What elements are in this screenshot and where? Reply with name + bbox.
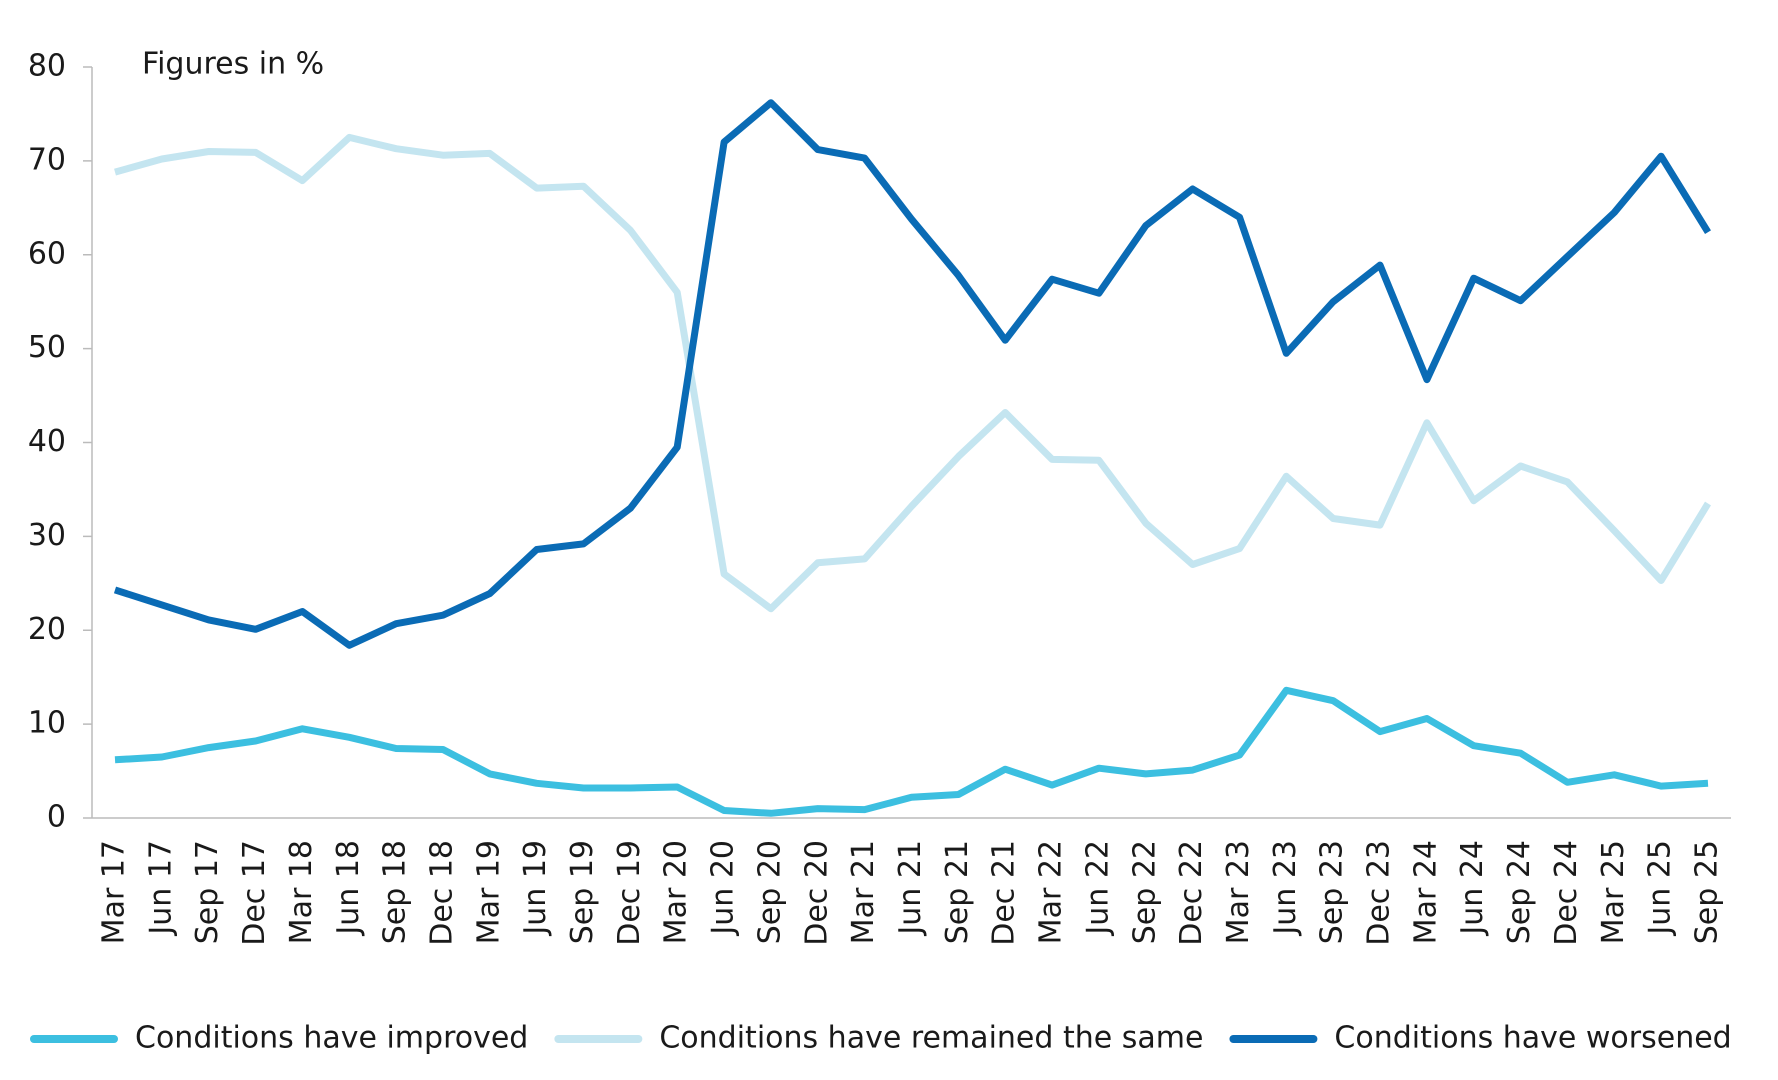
x-tick-label: Sep 19 [565, 840, 600, 944]
x-tick-label: Mar 17 [97, 840, 132, 944]
y-tick-label: 40 [28, 424, 66, 459]
x-tick-label: Dec 23 [1362, 840, 1397, 946]
x-tick-label: Sep 25 [1690, 840, 1725, 944]
x-tick-label: Jun 20 [706, 840, 741, 937]
x-tick-label: Mar 22 [1034, 840, 1069, 944]
x-tick-label: Dec 19 [612, 840, 647, 946]
x-tick-label: Mar 24 [1408, 840, 1443, 944]
legend-label: Conditions have worsened [1334, 1021, 1731, 1056]
y-tick-label: 70 [28, 142, 66, 177]
x-tick-label: Jun 18 [331, 840, 366, 937]
x-tick-label: Dec 20 [799, 840, 834, 946]
series-line [114, 686, 1709, 817]
x-tick-label: Jun 19 [518, 840, 553, 937]
x-tick-label: Jun 17 [143, 840, 178, 937]
x-tick-label: Dec 24 [1549, 840, 1584, 946]
x-tick-label: Mar 25 [1596, 840, 1631, 944]
x-tick-label: Mar 20 [659, 840, 694, 944]
x-tick-label: Mar 21 [846, 840, 881, 944]
x-tick-label: Dec 18 [424, 840, 459, 946]
x-tick-label: Jun 23 [1268, 840, 1303, 937]
y-tick-label: 10 [28, 706, 66, 741]
series-line [113, 99, 1711, 649]
y-tick-label: 0 [47, 800, 66, 835]
x-tick-label: Sep 22 [1127, 840, 1162, 944]
series-line [114, 133, 1711, 613]
x-tick-label: Dec 21 [987, 840, 1022, 946]
x-tick-label: Jun 25 [1643, 840, 1678, 937]
y-tick-label: 50 [28, 330, 66, 365]
x-tick-label: Dec 17 [237, 840, 272, 946]
y-tick-label: 20 [28, 612, 66, 647]
x-tick-label: Mar 19 [471, 840, 506, 944]
x-tick-label: Sep 20 [752, 840, 787, 944]
x-tick-label: Mar 18 [284, 840, 319, 944]
y-tick-label: 80 [28, 49, 66, 84]
annotation: Figures in % [142, 47, 324, 82]
x-tick-label: Sep 23 [1315, 840, 1350, 944]
legend-label: Conditions have remained the same [659, 1021, 1203, 1056]
y-tick-label: 30 [28, 518, 66, 553]
legend-label: Conditions have improved [135, 1021, 528, 1056]
x-tick-label: Jun 22 [1080, 840, 1115, 937]
x-tick-label: Sep 24 [1502, 840, 1537, 944]
x-tick-label: Sep 21 [940, 840, 975, 944]
x-tick-label: Jun 24 [1455, 840, 1490, 937]
y-tick-label: 60 [28, 236, 66, 271]
x-tick-label: Sep 17 [190, 840, 225, 944]
x-tick-label: Mar 23 [1221, 840, 1256, 944]
x-tick-label: Dec 22 [1174, 840, 1209, 946]
x-tick-label: Jun 21 [893, 840, 928, 937]
x-tick-label: Sep 18 [378, 840, 413, 944]
